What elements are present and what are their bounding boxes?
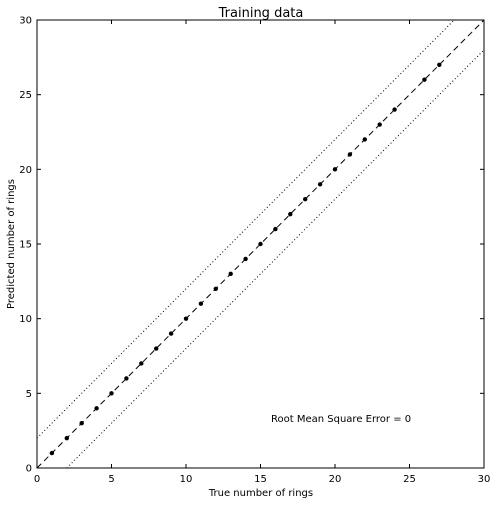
data-point [168,331,174,336]
y-tick-label: 10 [19,314,32,325]
y-tick-label: 15 [19,240,32,251]
bound-dotted-line-2 [66,49,485,469]
x-axis-label: True number of rings [208,488,313,499]
y-axis-label: Predicted number of rings [6,179,17,309]
chart-title: Training data [218,6,304,21]
y-tick-label: 20 [19,165,32,176]
y-tick-label: 30 [19,16,32,27]
x-tick-label: 5 [108,474,114,485]
data-point [377,122,382,127]
data-point [228,271,233,277]
data-point [64,435,70,441]
data-point [332,167,338,172]
data-point [422,77,427,82]
x-tick-label: 30 [478,474,491,485]
data-point [243,256,248,262]
data-points [49,62,442,456]
x-tick-label: 10 [180,474,193,485]
x-tick-label: 20 [329,474,342,485]
y-tick-label: 25 [19,90,32,101]
data-point [109,391,114,396]
x-tick-label: 0 [34,474,40,485]
data-point [213,286,218,291]
data-point [198,301,204,306]
axis-ticks: 0 5 10 15 20 25 30 0 5 10 15 20 25 30 [19,16,490,486]
data-point [317,182,323,187]
data-point [139,361,144,366]
y-tick-label: 0 [26,464,32,475]
data-point [183,316,189,321]
data-point [124,376,129,381]
data-point [258,241,263,247]
rmse-annotation: Root Mean Square Error = 0 [271,414,411,425]
y-tick-label: 5 [26,389,32,400]
data-point [49,450,55,456]
data-point [273,226,278,232]
data-point [288,211,293,217]
bound-dotted-line-1 [36,19,455,439]
data-point [303,197,308,202]
data-point [362,137,367,142]
x-tick-label: 25 [403,474,416,485]
data-point [347,152,353,157]
plot-frame [36,19,485,469]
x-tick-label: 15 [254,474,267,485]
data-point [437,62,442,67]
data-point [79,421,84,426]
data-point [154,346,159,351]
data-point [392,107,397,112]
data-point [94,406,99,411]
